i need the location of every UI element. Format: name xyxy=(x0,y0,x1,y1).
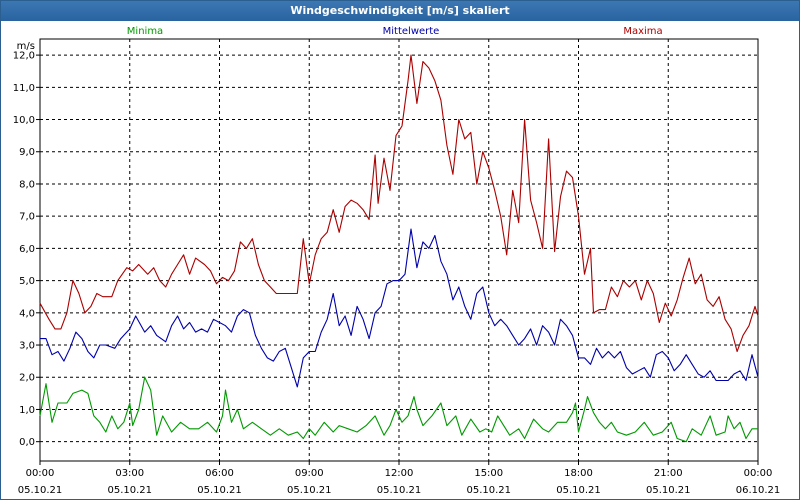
y-tick-label: 5,0 xyxy=(19,276,35,287)
x-tick-time-label: 12:00 xyxy=(385,468,414,479)
x-tick-date-label: 05.10.21 xyxy=(107,485,152,496)
y-tick-label: 0,0 xyxy=(19,437,35,448)
x-tick-date-label: 05.10.21 xyxy=(466,485,511,496)
y-tick-label: 7,0 xyxy=(19,212,35,223)
x-tick-time-label: 03:00 xyxy=(115,468,144,479)
series-line-minima xyxy=(39,376,758,443)
axes xyxy=(36,54,759,465)
y-tick-label: 3,0 xyxy=(19,341,35,352)
x-tick-time-label: 15:00 xyxy=(474,468,503,479)
x-tick-time-label: 09:00 xyxy=(295,468,324,479)
x-tick-time-label: 06:00 xyxy=(205,468,234,479)
x-tick-time-label: 00:00 xyxy=(744,468,773,479)
series-layer xyxy=(39,54,759,443)
x-tick-date-label: 05.10.21 xyxy=(197,485,242,496)
legend-mittelwerte: Mittelwerte xyxy=(383,26,440,37)
x-tick-time-label: 18:00 xyxy=(564,468,593,479)
x-tick-date-label: 05.10.21 xyxy=(556,485,601,496)
x-tick-date-label: 06.10.21 xyxy=(736,485,781,496)
y-tick-label: 2,0 xyxy=(19,373,35,384)
tick-labels: 0,0 1,0 2,0 3,0 4,0 5,0 6,0 7,0 8,0 9,0 10,0 11,0 12… xyxy=(13,41,781,496)
y-tick-label: 4,0 xyxy=(19,308,35,319)
y-tick-label: 9,0 xyxy=(19,147,35,158)
x-tick-date-label: 05.10.21 xyxy=(287,485,332,496)
x-tick-time-label: 21:00 xyxy=(654,468,683,479)
legend-maxima: Maxima xyxy=(623,26,662,37)
x-tick-date-label: 05.10.21 xyxy=(646,485,691,496)
y-tick-label: 1,0 xyxy=(19,405,35,416)
legend: Minima Mittelwerte Maxima xyxy=(127,26,663,37)
y-tick-label: 12,0 xyxy=(13,51,35,62)
y-tick-label: 8,0 xyxy=(19,179,35,190)
x-tick-date-label: 05.10.21 xyxy=(377,485,422,496)
y-tick-label: 10,0 xyxy=(13,115,35,126)
x-tick-time-label: 00:00 xyxy=(26,468,55,479)
chart-title: Windgeschwindigkeit [m/s] skaliert xyxy=(1,1,799,21)
series-line-maxima xyxy=(39,54,759,353)
y-axis-unit: m/s xyxy=(17,41,35,52)
legend-minima: Minima xyxy=(127,26,163,37)
y-tick-label: 6,0 xyxy=(19,244,35,255)
series-line-mittelwerte xyxy=(40,228,759,388)
x-tick-date-label: 05.10.21 xyxy=(18,485,63,496)
grid-lines xyxy=(40,39,758,461)
y-tick-label: 11,0 xyxy=(13,83,35,94)
